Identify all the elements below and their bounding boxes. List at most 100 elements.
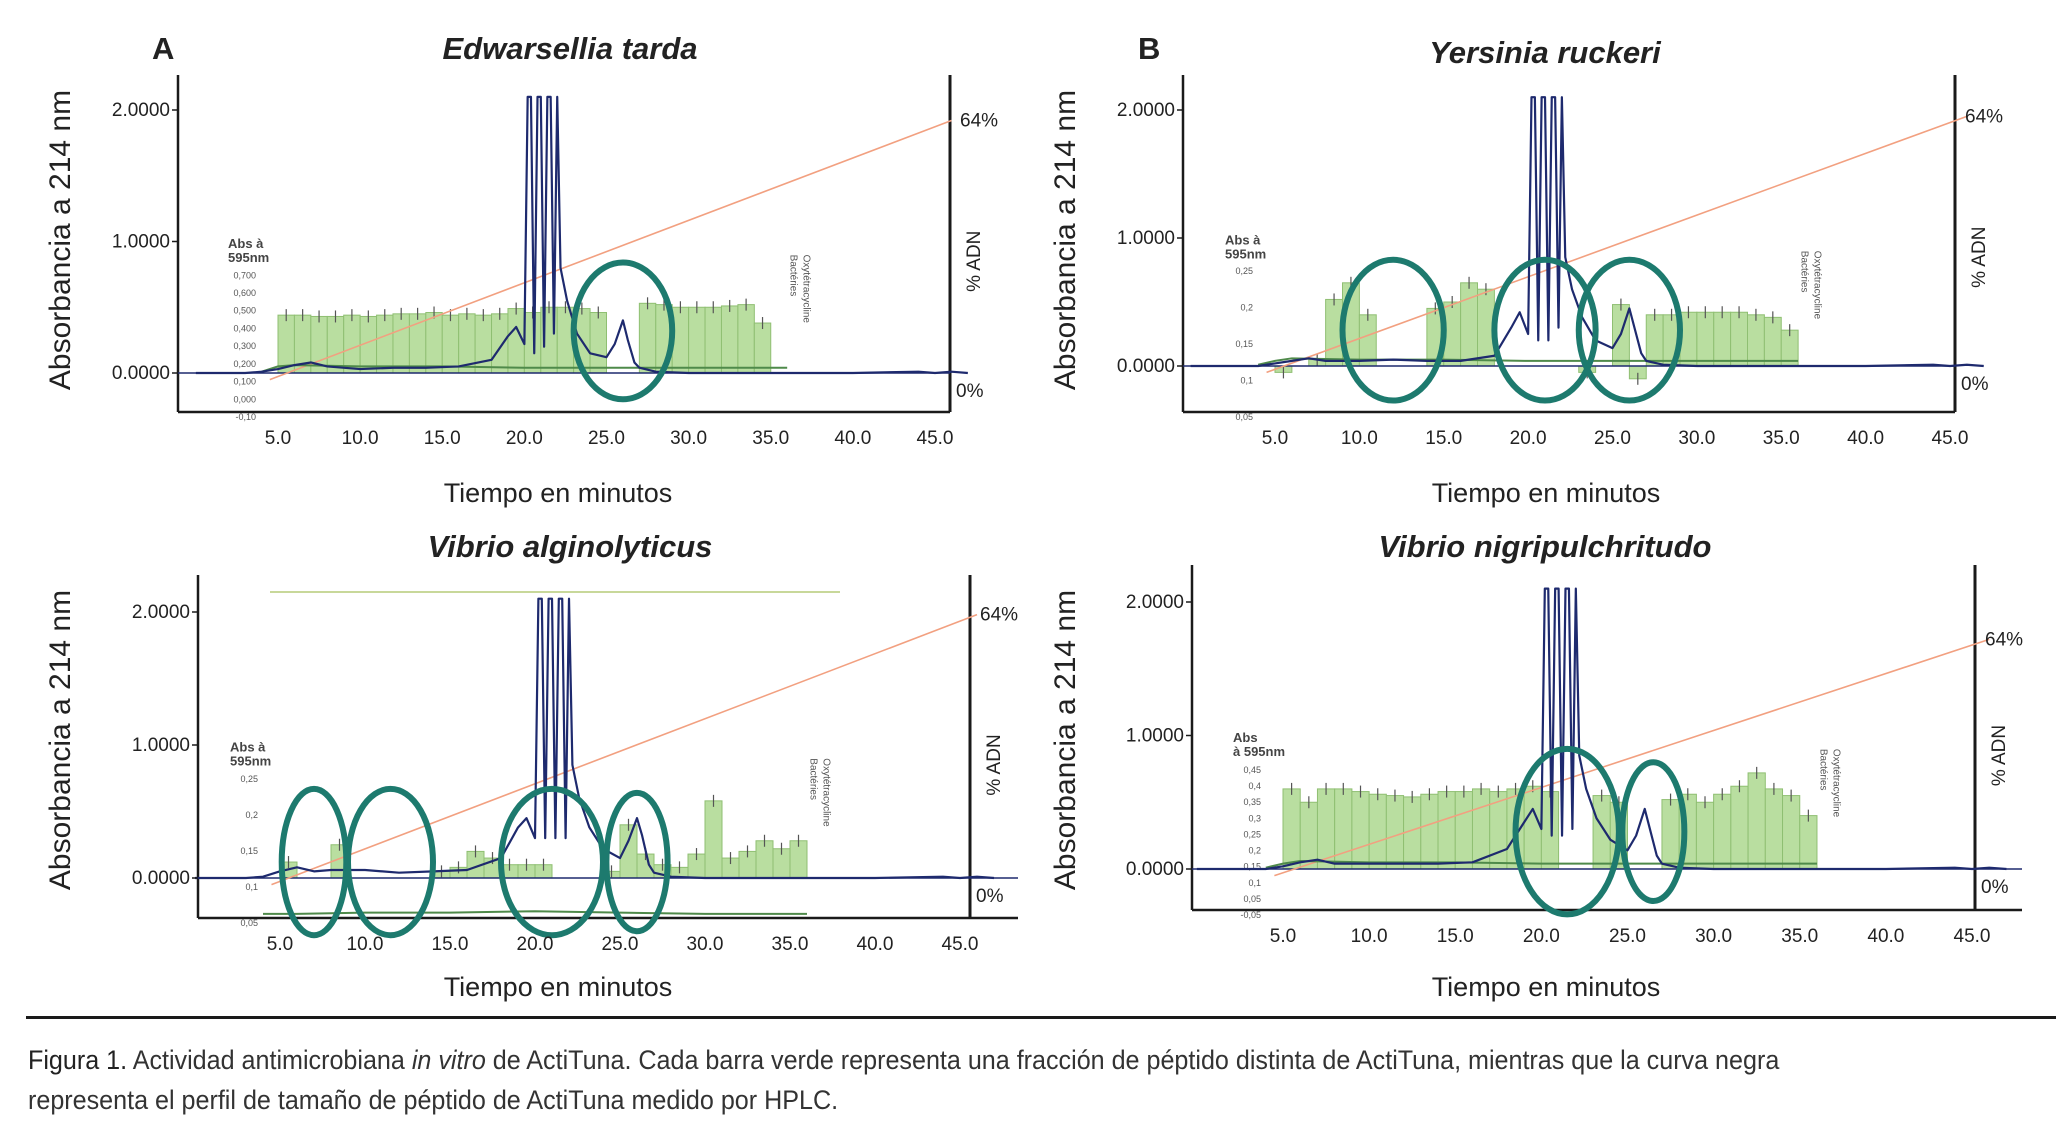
data-bar — [1661, 799, 1680, 870]
data-bar — [737, 304, 755, 374]
y-axis-label: Absorbancia a 214 nm — [1049, 590, 1082, 890]
inset-tick-label: 0,000 — [233, 394, 256, 404]
inset-tick-label: 0,100 — [233, 377, 256, 387]
y-tick-label: 1.0000 — [112, 232, 170, 253]
data-bar — [704, 306, 722, 374]
y-axis-label: Absorbancia a 214 nm — [44, 90, 77, 390]
y-tick-label: 1.0000 — [1126, 726, 1184, 747]
data-bar — [1764, 788, 1784, 870]
chart-title: Edwarsellia tarda — [442, 31, 697, 66]
data-bar — [1730, 785, 1749, 870]
inset-label: Abs à — [1225, 232, 1261, 247]
inset-tick-label: 0,2 — [245, 810, 258, 820]
inset-tick-label: 0,1 — [245, 882, 258, 892]
hplc-curve — [195, 597, 995, 880]
inset-tick-label: 0,15 — [1243, 862, 1261, 872]
gradient-line — [1266, 115, 1968, 374]
figure-caption: Figura 1. Actividad antimicrobiana in vi… — [28, 1040, 1888, 1120]
x-tick-label: 20.0 — [1523, 926, 1560, 947]
inset-tick-label: 0,200 — [233, 359, 256, 369]
x-tick-label: 10.0 — [1351, 926, 1388, 947]
data-bar — [343, 314, 361, 374]
data-bar — [1437, 791, 1456, 870]
y-tick-label: 2.0000 — [1117, 100, 1175, 121]
inset-marker-label: Bactéries — [807, 758, 818, 800]
x-tick-label: 35.0 — [752, 428, 789, 449]
caption-text-italic: in vitro — [411, 1045, 486, 1075]
x-tick-label: 10.0 — [347, 934, 384, 955]
panel-letter: A — [152, 31, 174, 66]
y-tick-label: 2.0000 — [1126, 592, 1184, 613]
x-tick-label: 15.0 — [424, 428, 461, 449]
data-bar — [1334, 788, 1353, 870]
inset-tick-label: 0,25 — [1243, 829, 1261, 839]
x-tick-label: 30.0 — [1695, 926, 1732, 947]
data-bar — [1351, 791, 1370, 870]
inset-tick-label: 0,05 — [1235, 412, 1253, 422]
x-tick-label: 45.0 — [917, 428, 954, 449]
data-bar — [1696, 311, 1715, 367]
x-tick-label: 30.0 — [670, 428, 707, 449]
green-trace-line — [1265, 859, 1817, 869]
inset-marker-label: Bactéries — [1799, 251, 1810, 293]
x-tick-label: 10.0 — [1341, 428, 1378, 449]
data-bar — [1747, 314, 1765, 367]
data-bar — [1523, 785, 1542, 870]
x-tick-label: 20.0 — [1510, 428, 1547, 449]
inset-tick-label: 0,4 — [1248, 781, 1261, 791]
inset-tick-label: 0,25 — [1235, 266, 1253, 276]
x-axis-label: Tiempo en minutos — [1432, 478, 1661, 508]
inset-label: Abs à — [228, 236, 264, 251]
data-bar — [425, 312, 443, 374]
green-trace-line — [263, 910, 807, 915]
data-bar — [491, 313, 509, 374]
data-bar — [1540, 791, 1560, 870]
x-tick-label: 15.0 — [432, 934, 469, 955]
chart-title: Vibrio alginolyticus — [428, 529, 713, 564]
data-bar — [753, 322, 772, 374]
data-bar — [1460, 282, 1478, 367]
y2-axis-label: % ADN — [964, 231, 985, 292]
inset-tick-label: 0,1 — [1240, 375, 1253, 385]
y-tick-label: 1.0000 — [1117, 228, 1175, 249]
inset-tick-label: 0,2 — [1248, 846, 1261, 856]
x-tick-label: 20.0 — [517, 934, 554, 955]
y2-axis-label: % ADN — [1989, 725, 2010, 786]
y-tick-label: 1.0000 — [132, 735, 190, 756]
x-tick-label: 25.0 — [588, 428, 625, 449]
highlight-circle — [1575, 256, 1683, 404]
inset-tick-label: 0,25 — [240, 774, 258, 784]
x-axis-label: Tiempo en minutos — [444, 972, 673, 1002]
data-bar — [376, 314, 394, 374]
y2-tick-label: 64% — [960, 111, 998, 132]
inset-tick-label: 0,500 — [233, 306, 256, 316]
inset-tick-label: 0,2 — [1240, 302, 1253, 312]
data-bar — [441, 314, 460, 374]
inset-label: 595nm — [230, 754, 271, 769]
data-bar — [1799, 815, 1818, 870]
x-tick-label: 40.0 — [1867, 926, 1904, 947]
inset-tick-label: 0,45 — [1243, 765, 1261, 775]
x-tick-label: 5.0 — [267, 934, 293, 955]
highlight-circle — [603, 789, 671, 935]
inset-label: 595nm — [1225, 246, 1266, 261]
data-bar — [474, 314, 493, 374]
x-tick-label: 45.0 — [942, 934, 979, 955]
x-tick-label: 40.0 — [1847, 428, 1884, 449]
inset-label: Abs à — [230, 740, 266, 755]
hplc-curve — [1190, 96, 1984, 368]
y2-tick-label: 64% — [980, 605, 1018, 626]
caption-label: Figura 1. — [28, 1045, 128, 1075]
green-trace-line — [261, 364, 788, 373]
data-bar — [1282, 788, 1301, 870]
inset-tick-label: 0,400 — [233, 323, 256, 333]
x-tick-label: 25.0 — [1594, 428, 1631, 449]
data-bar — [589, 312, 608, 374]
inset-label: à 595nm — [1233, 744, 1285, 759]
inset-tick-label: -0,05 — [1240, 910, 1261, 920]
y2-tick-label: 64% — [1985, 629, 2023, 650]
x-axis-label: Tiempo en minutos — [444, 478, 673, 508]
x-tick-label: 25.0 — [1609, 926, 1646, 947]
caption-rule — [26, 1016, 2056, 1019]
